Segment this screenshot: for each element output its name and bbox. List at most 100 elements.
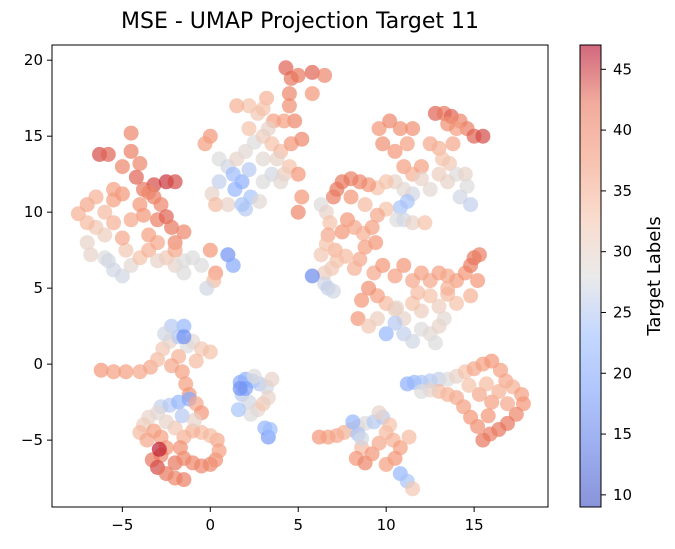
data-point bbox=[422, 288, 438, 304]
data-point bbox=[174, 408, 190, 424]
data-point bbox=[153, 197, 169, 213]
data-point bbox=[172, 440, 188, 456]
data-point bbox=[382, 417, 398, 433]
data-point bbox=[188, 353, 204, 369]
data-point bbox=[459, 178, 475, 194]
data-point bbox=[255, 174, 271, 190]
data-point bbox=[396, 257, 412, 273]
data-point bbox=[294, 131, 310, 147]
y-tick-label: 5 bbox=[33, 279, 43, 297]
data-point bbox=[387, 143, 403, 159]
data-point bbox=[375, 136, 391, 152]
data-point bbox=[378, 456, 394, 472]
data-point bbox=[475, 128, 491, 144]
data-point bbox=[452, 189, 468, 205]
y-tick-label: 15 bbox=[24, 127, 43, 145]
colorbar-tick-label: 10 bbox=[613, 486, 632, 504]
data-point bbox=[325, 189, 341, 205]
data-point bbox=[442, 156, 457, 171]
data-point bbox=[317, 265, 333, 281]
data-point bbox=[325, 283, 341, 299]
data-point bbox=[276, 113, 292, 129]
data-point bbox=[187, 412, 202, 428]
data-point bbox=[106, 181, 122, 197]
data-point bbox=[361, 280, 377, 296]
data-point bbox=[440, 280, 456, 296]
data-point bbox=[354, 292, 370, 308]
data-point bbox=[176, 472, 192, 488]
data-point bbox=[480, 408, 496, 424]
data-point bbox=[106, 215, 122, 231]
data-point bbox=[290, 67, 306, 83]
data-point bbox=[382, 113, 398, 129]
data-point bbox=[255, 101, 271, 117]
data-point bbox=[118, 364, 134, 380]
data-point bbox=[225, 166, 241, 182]
data-point bbox=[260, 390, 276, 406]
points-layer bbox=[70, 60, 531, 497]
data-point bbox=[354, 431, 370, 447]
data-point bbox=[294, 189, 310, 205]
data-point bbox=[369, 207, 385, 223]
data-point bbox=[343, 189, 359, 205]
data-point bbox=[287, 113, 303, 129]
data-point bbox=[413, 159, 429, 175]
data-point bbox=[334, 224, 350, 240]
data-point bbox=[431, 166, 447, 182]
colorbar-tick-label: 15 bbox=[613, 425, 632, 443]
data-point bbox=[114, 230, 130, 246]
data-point bbox=[150, 253, 165, 269]
colorbar-axis: 10 15 20 25 30 35 40 45 bbox=[601, 60, 632, 504]
data-point bbox=[88, 189, 104, 205]
data-point bbox=[262, 422, 278, 437]
data-point bbox=[157, 326, 173, 342]
data-point bbox=[378, 326, 394, 342]
plot-frame bbox=[51, 44, 549, 508]
data-point bbox=[369, 311, 385, 327]
data-point bbox=[100, 253, 116, 269]
data-point bbox=[269, 151, 285, 167]
data-point bbox=[304, 268, 320, 284]
data-point bbox=[405, 121, 421, 137]
data-point bbox=[176, 329, 192, 345]
data-point bbox=[264, 371, 280, 387]
x-tick-label: 10 bbox=[377, 516, 396, 534]
data-point bbox=[273, 174, 289, 190]
colorbar bbox=[580, 45, 601, 507]
data-point bbox=[478, 376, 494, 392]
data-point bbox=[79, 215, 95, 231]
data-point bbox=[405, 215, 421, 231]
y-tick-label: 10 bbox=[24, 203, 43, 221]
data-point bbox=[225, 257, 241, 273]
data-point bbox=[141, 227, 157, 243]
data-point bbox=[350, 311, 366, 327]
data-point bbox=[100, 146, 116, 162]
data-point bbox=[375, 257, 391, 273]
data-point bbox=[132, 156, 148, 171]
data-point bbox=[364, 446, 380, 462]
colorbar-tick-label: 25 bbox=[613, 303, 632, 321]
data-point bbox=[241, 162, 257, 178]
data-point bbox=[199, 280, 215, 296]
data-point bbox=[500, 396, 515, 412]
data-point bbox=[202, 344, 218, 360]
data-point bbox=[427, 335, 443, 351]
data-point bbox=[241, 121, 257, 137]
y-axis: −5 0 5 10 15 20 bbox=[21, 51, 52, 449]
data-point bbox=[371, 435, 387, 451]
data-point bbox=[387, 315, 403, 331]
data-point bbox=[405, 333, 421, 349]
data-point bbox=[410, 285, 426, 301]
data-point bbox=[106, 364, 122, 380]
data-point bbox=[151, 441, 167, 457]
data-point bbox=[197, 136, 213, 152]
data-point bbox=[194, 257, 209, 273]
data-point bbox=[345, 414, 361, 430]
data-point bbox=[123, 143, 139, 159]
data-point bbox=[176, 265, 192, 281]
data-point bbox=[357, 197, 373, 213]
y-tick-label: −5 bbox=[21, 431, 43, 449]
data-point bbox=[304, 64, 320, 80]
data-point bbox=[364, 219, 380, 235]
